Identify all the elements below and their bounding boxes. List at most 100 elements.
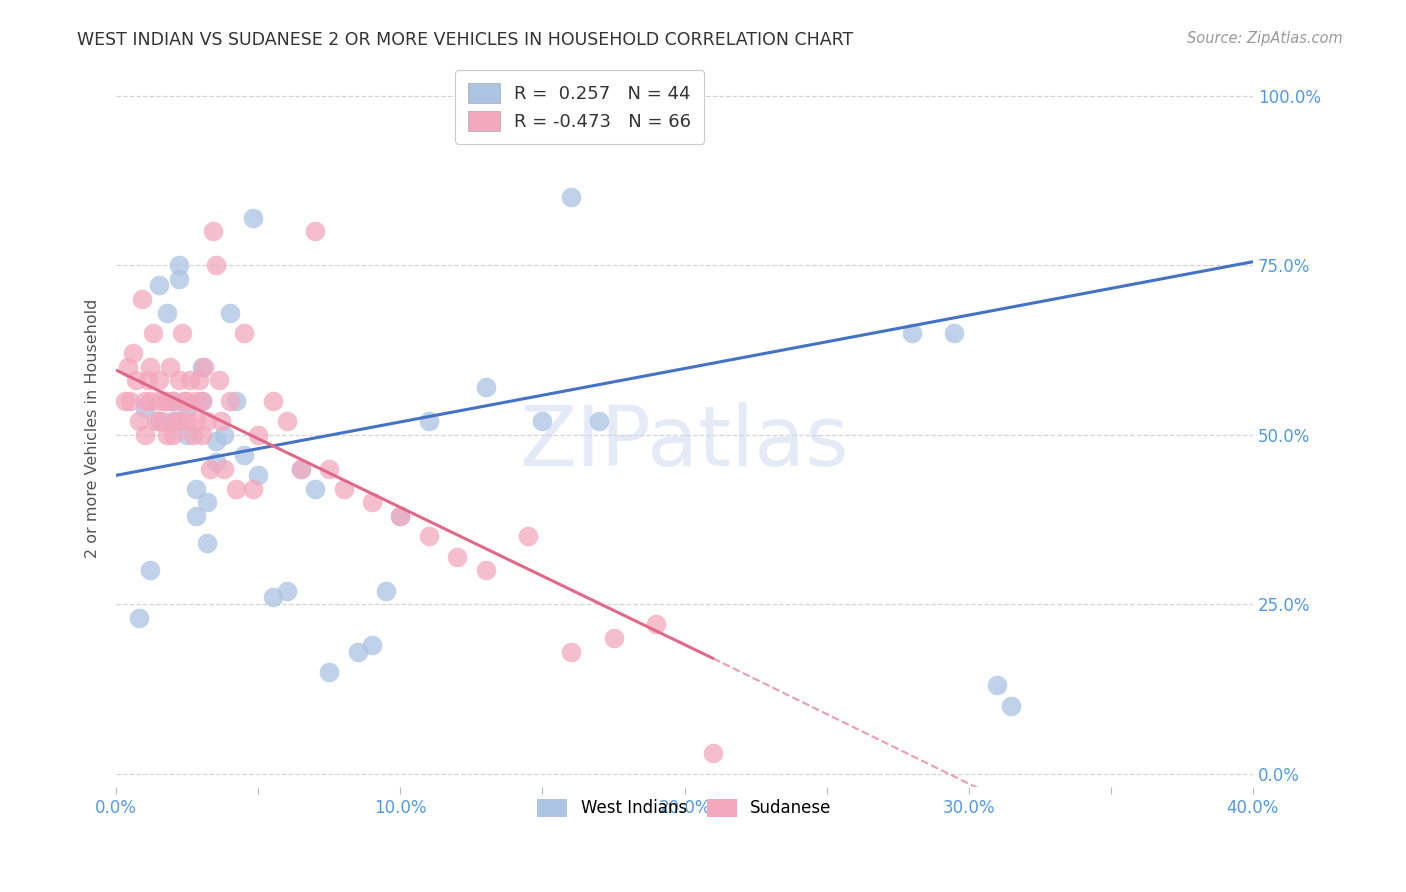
Point [190, 393, 212, 408]
Point [560, 644, 582, 658]
Point [156, 393, 179, 408]
Point [184, 393, 207, 408]
Point [474, 380, 496, 394]
Point [148, 278, 170, 293]
Point [195, 495, 218, 509]
Point [233, 448, 256, 462]
Point [195, 536, 218, 550]
Point [1000, 698, 1022, 713]
Point [276, 414, 298, 428]
Point [262, 393, 284, 408]
Point [153, 393, 176, 408]
Point [190, 393, 212, 408]
Point [233, 326, 256, 340]
Point [148, 373, 170, 387]
Point [204, 434, 226, 449]
Point [901, 326, 924, 340]
Point [170, 326, 193, 340]
Point [134, 393, 156, 408]
Point [198, 461, 221, 475]
Point [190, 359, 212, 374]
Point [418, 529, 440, 543]
Point [201, 224, 224, 238]
Point [179, 373, 201, 387]
Point [560, 190, 582, 204]
Point [204, 455, 226, 469]
Point [167, 414, 190, 428]
Point [602, 631, 624, 645]
Point [290, 461, 312, 475]
Point [173, 393, 195, 408]
Point [159, 359, 181, 374]
Point [184, 508, 207, 523]
Point [195, 414, 218, 428]
Point [184, 482, 207, 496]
Point [207, 373, 229, 387]
Point [474, 563, 496, 577]
Point [125, 373, 148, 387]
Point [176, 414, 198, 428]
Point [446, 549, 468, 564]
Point [219, 305, 242, 319]
Point [139, 359, 162, 374]
Point [117, 359, 139, 374]
Point [517, 529, 540, 543]
Point [114, 393, 136, 408]
Point [318, 665, 340, 679]
Point [304, 224, 326, 238]
Point [332, 482, 354, 496]
Point [290, 461, 312, 475]
Point [162, 393, 184, 408]
Point [588, 414, 610, 428]
Legend: West Indians, Sudanese: West Indians, Sudanese [529, 790, 839, 826]
Point [150, 414, 173, 428]
Point [204, 258, 226, 272]
Point [131, 292, 153, 306]
Point [361, 495, 384, 509]
Point [187, 373, 209, 387]
Point [242, 482, 264, 496]
Point [219, 393, 242, 408]
Point [176, 401, 198, 415]
Point [389, 508, 412, 523]
Point [212, 461, 235, 475]
Point [162, 427, 184, 442]
Point [190, 427, 212, 442]
Text: Source: ZipAtlas.com: Source: ZipAtlas.com [1187, 31, 1343, 46]
Point [986, 678, 1008, 692]
Point [702, 746, 724, 760]
Point [176, 393, 198, 408]
Point [145, 414, 167, 428]
Point [167, 258, 190, 272]
Point [943, 326, 966, 340]
Point [156, 427, 179, 442]
Point [128, 414, 150, 428]
Point [148, 393, 170, 408]
Point [162, 393, 184, 408]
Point [139, 393, 162, 408]
Point [176, 427, 198, 442]
Point [375, 583, 398, 598]
Text: ZIPatlas: ZIPatlas [520, 401, 849, 483]
Point [167, 271, 190, 285]
Point [142, 326, 165, 340]
Point [225, 393, 247, 408]
Point [136, 373, 159, 387]
Point [645, 617, 668, 632]
Point [262, 591, 284, 605]
Point [247, 468, 270, 483]
Point [134, 401, 156, 415]
Point [128, 610, 150, 624]
Point [361, 638, 384, 652]
Point [389, 508, 412, 523]
Point [139, 563, 162, 577]
Point [346, 644, 368, 658]
Y-axis label: 2 or more Vehicles in Household: 2 or more Vehicles in Household [86, 298, 100, 558]
Point [122, 346, 145, 360]
Point [181, 427, 204, 442]
Point [531, 414, 554, 428]
Point [184, 414, 207, 428]
Point [212, 427, 235, 442]
Point [156, 305, 179, 319]
Text: WEST INDIAN VS SUDANESE 2 OR MORE VEHICLES IN HOUSEHOLD CORRELATION CHART: WEST INDIAN VS SUDANESE 2 OR MORE VEHICL… [77, 31, 853, 49]
